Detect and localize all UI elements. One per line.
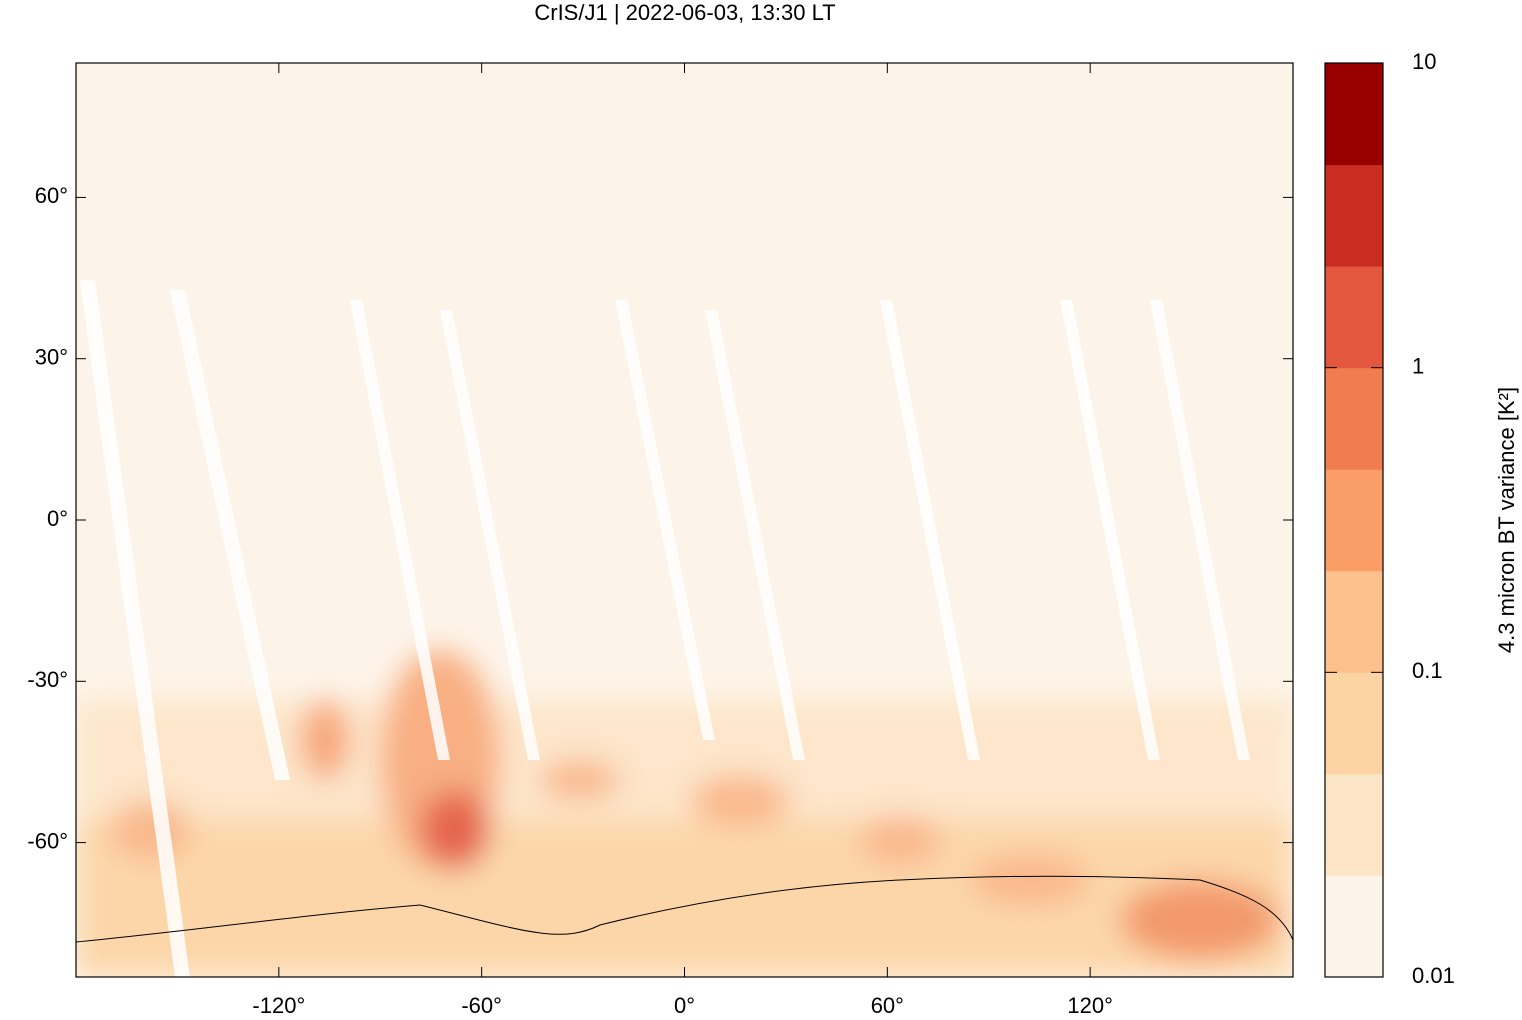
y-tick-label: -60° <box>27 828 68 853</box>
y-tick-label: 0° <box>47 506 68 531</box>
colorbar-label: 4.3 micron BT variance [K²] <box>1494 387 1519 653</box>
field <box>76 63 1293 977</box>
chart-title: CrIS/J1 | 2022-06-03, 13:30 LT <box>534 0 835 25</box>
colorbar-band <box>1325 672 1383 775</box>
colorbar-band <box>1325 469 1383 572</box>
x-tick-label: 0° <box>674 993 695 1018</box>
colorbar-band <box>1325 63 1383 166</box>
coastline <box>76 875 1293 943</box>
orbit-gaps <box>80 280 1250 977</box>
colorbar-tick-label: 0.1 <box>1412 658 1443 683</box>
colorbar-band <box>1325 164 1383 267</box>
colorbar-band <box>1325 875 1383 978</box>
colorbar-band <box>1325 266 1383 369</box>
x-tick-label: -120° <box>252 993 305 1018</box>
x-tick-label: 120° <box>1067 993 1113 1018</box>
colorbar-band <box>1325 773 1383 876</box>
y-tick-label: 60° <box>35 183 68 208</box>
colorbar-frame <box>1324 62 1384 978</box>
colorbar-band <box>1325 570 1383 673</box>
y-tick-label: -30° <box>27 667 68 692</box>
x-tick-label: -60° <box>461 993 502 1018</box>
colorbar-band <box>1325 367 1383 470</box>
colorbar-tick-label: 10 <box>1412 49 1436 74</box>
y-tick-label: 30° <box>35 345 68 370</box>
colorbar-tick-label: 0.01 <box>1412 963 1455 988</box>
colorbar-tick-label: 1 <box>1412 353 1424 378</box>
x-tick-label: 60° <box>871 993 904 1018</box>
